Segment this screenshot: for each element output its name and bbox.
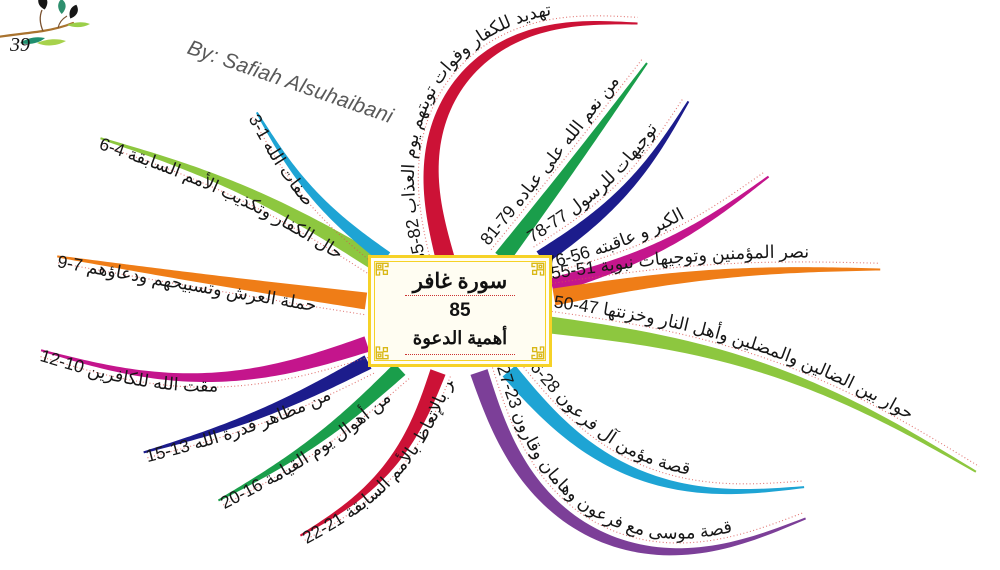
svg-text:12-10 مقت الله للكافرين: 12-10 مقت الله للكافرين xyxy=(38,345,218,395)
